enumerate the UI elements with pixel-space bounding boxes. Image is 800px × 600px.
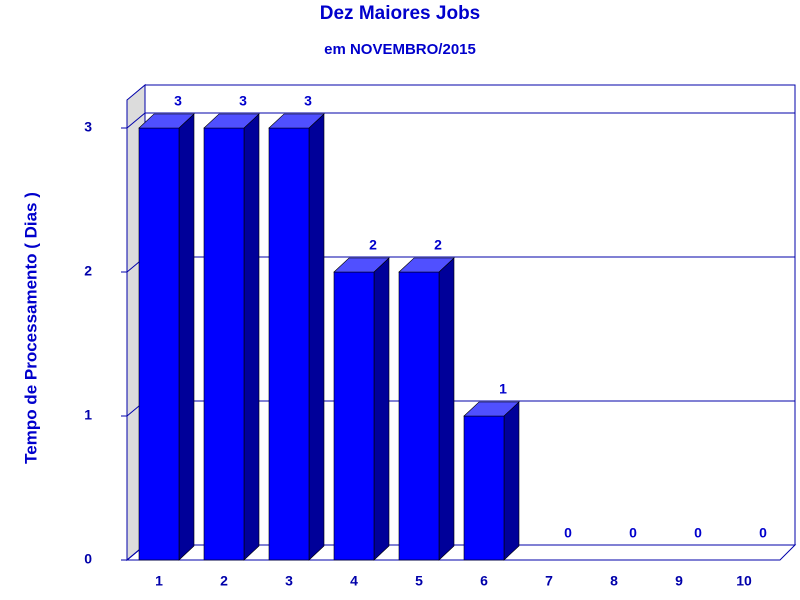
x-tick-label: 9 xyxy=(675,573,683,589)
bar-side xyxy=(373,257,390,561)
bar xyxy=(463,415,505,561)
x-tick-label: 8 xyxy=(610,573,618,589)
value-label: 0 xyxy=(564,525,572,541)
value-label: 0 xyxy=(694,525,702,541)
x-tick-label: 4 xyxy=(350,573,358,589)
bar-side xyxy=(438,257,455,561)
bar-side xyxy=(503,401,520,561)
x-tick-label: 3 xyxy=(285,573,293,589)
bar xyxy=(268,127,310,561)
chart-title: Dez Maiores Jobs xyxy=(320,3,481,24)
bar-side xyxy=(308,113,325,561)
value-label: 1 xyxy=(499,381,507,397)
x-tick-label: 5 xyxy=(415,573,423,589)
value-label: 3 xyxy=(304,93,312,109)
x-tick-label: 2 xyxy=(220,573,228,589)
x-tick-label: 7 xyxy=(545,573,553,589)
value-label: 0 xyxy=(629,525,637,541)
y-tick-label: 2 xyxy=(84,263,92,279)
back-wall xyxy=(145,84,796,545)
bar-top xyxy=(138,113,195,129)
bar-top xyxy=(333,257,390,273)
bar-top xyxy=(463,401,520,417)
bar-side xyxy=(243,113,260,561)
grid-line xyxy=(126,112,146,129)
bar xyxy=(138,127,180,561)
value-label: 0 xyxy=(759,525,767,541)
value-label: 3 xyxy=(174,93,182,109)
y-tick-label: 1 xyxy=(84,407,92,423)
x-tick-label: 1 xyxy=(155,573,163,589)
bar-top xyxy=(203,113,260,129)
bar xyxy=(203,127,245,561)
x-tick-label: 10 xyxy=(736,573,752,589)
bar-top xyxy=(268,113,325,129)
bar xyxy=(398,271,440,561)
y-axis-label: Tempo de Processamento ( Dias ) xyxy=(21,192,40,464)
y-tick-label: 3 xyxy=(84,119,92,135)
bar xyxy=(333,271,375,561)
bar-side xyxy=(178,113,195,561)
value-label: 2 xyxy=(434,237,442,253)
value-label: 3 xyxy=(239,93,247,109)
bar-top xyxy=(398,257,455,273)
y-tick-label: 0 xyxy=(84,551,92,567)
chart-subtitle: em NOVEMBRO/2015 xyxy=(324,41,476,58)
value-label: 2 xyxy=(369,237,377,253)
x-tick-label: 6 xyxy=(480,573,488,589)
